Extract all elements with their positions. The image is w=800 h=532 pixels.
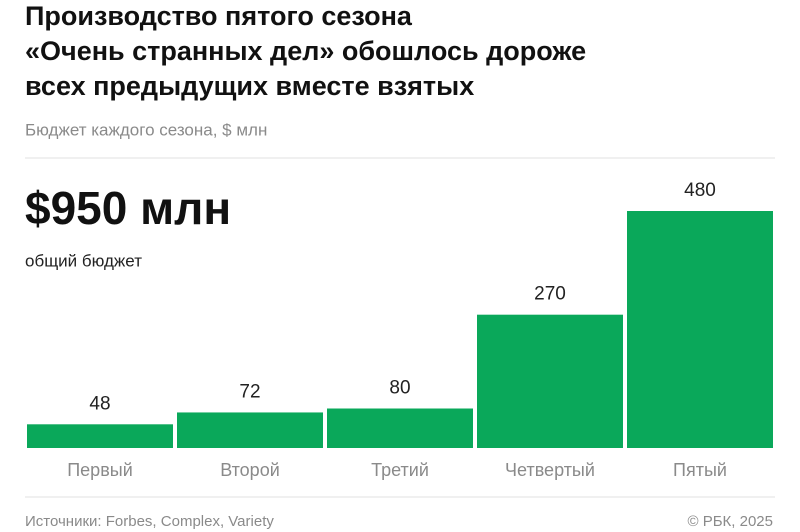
value-label: 72: [239, 381, 260, 402]
annotation-note: общий бюджет: [25, 251, 142, 270]
x-tick-label: Четвертый: [505, 460, 595, 480]
bar: [177, 412, 323, 448]
bar: [477, 314, 623, 448]
subtitle: Бюджет каждого сезона, $ млн: [25, 120, 267, 139]
value-label: 48: [89, 393, 110, 414]
x-tick-label: Первый: [67, 460, 133, 480]
chart-title: всех предыдущих вместе взятых: [25, 71, 474, 101]
bar: [327, 408, 473, 448]
annotation: $950 млн: [25, 182, 231, 234]
chart-title: Производство пятого сезона: [25, 1, 413, 31]
value-label: 480: [684, 180, 716, 201]
value-label: 80: [389, 378, 410, 399]
credit: © РБК, 2025: [687, 513, 773, 530]
x-tick-label: Второй: [220, 460, 280, 480]
value-label: 270: [534, 284, 566, 305]
chart-title: «Очень странных дел» обошлось дороже: [25, 36, 586, 66]
source: Источники: Forbes, Complex, Variety: [25, 513, 274, 530]
x-tick-label: Пятый: [673, 460, 727, 480]
bar: [27, 424, 173, 448]
x-tick-label: Третий: [371, 460, 429, 480]
bar: [627, 211, 773, 448]
